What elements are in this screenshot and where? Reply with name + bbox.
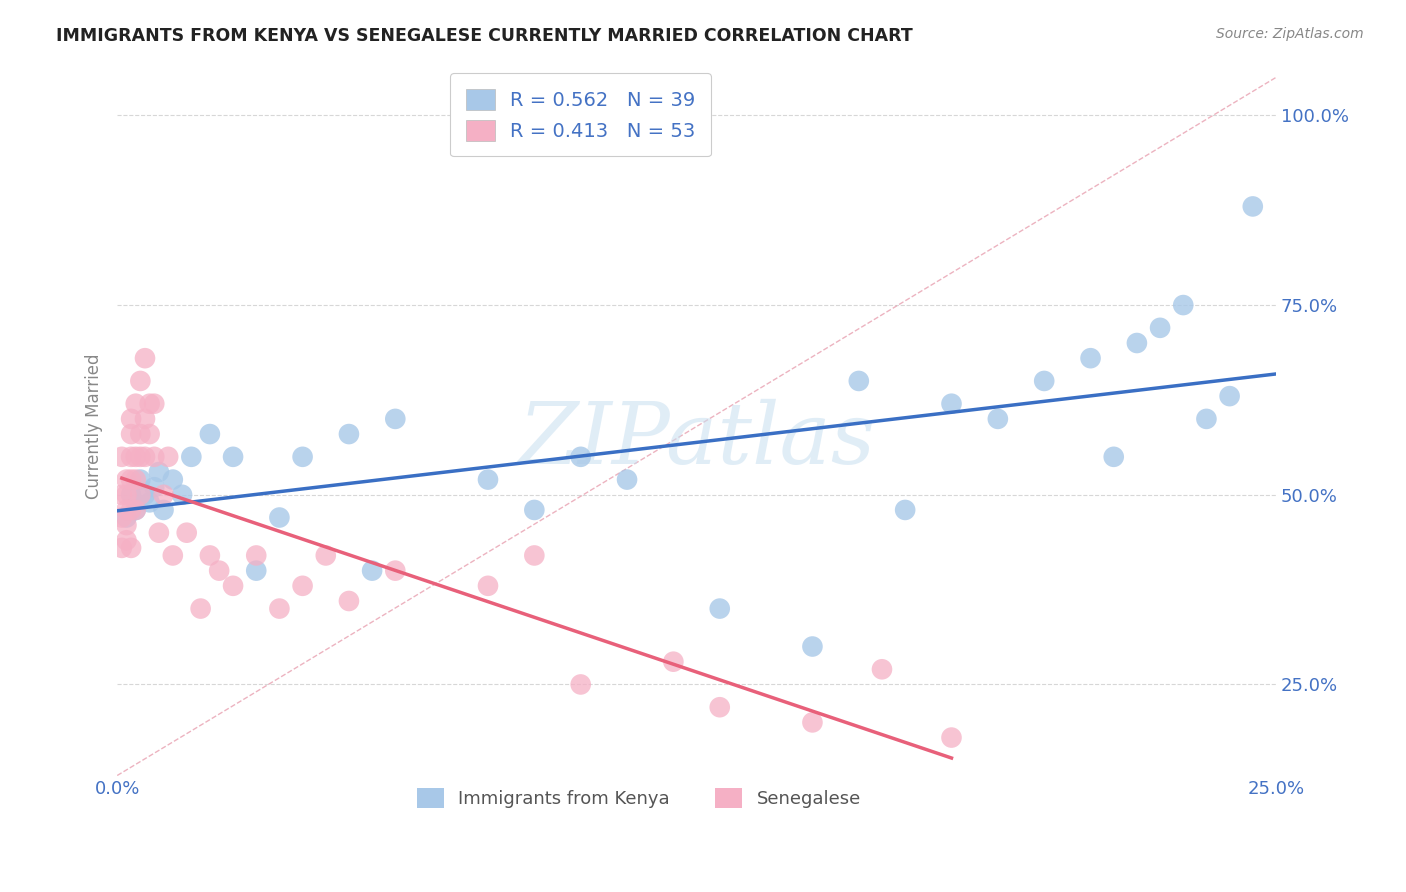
Point (1149, 321, 1171, 335)
Text: ZIPatlas: ZIPatlas (517, 399, 875, 482)
Point (152, 503, 174, 517)
Point (111, 450, 134, 464)
Point (870, 662, 893, 676)
Point (180, 450, 202, 464)
Point (709, 700, 731, 714)
Point (120, 450, 142, 464)
Point (115, 510, 138, 524)
Point (129, 374, 152, 388)
Point (134, 412, 156, 426)
Point (115, 503, 138, 517)
Point (111, 510, 134, 524)
Point (1241, 199, 1264, 213)
Point (291, 579, 314, 593)
Point (111, 541, 134, 555)
Text: Source: ZipAtlas.com: Source: ZipAtlas.com (1216, 27, 1364, 41)
Point (148, 525, 170, 540)
Point (245, 564, 267, 578)
Point (138, 495, 160, 509)
Point (143, 450, 166, 464)
Point (616, 473, 638, 487)
Point (337, 594, 360, 608)
Point (569, 450, 592, 464)
Point (1173, 298, 1195, 312)
Point (801, 640, 824, 654)
Legend: Immigrants from Kenya, Senegalese: Immigrants from Kenya, Senegalese (409, 781, 868, 815)
Point (941, 731, 963, 745)
Point (384, 564, 406, 578)
Point (120, 473, 142, 487)
Point (709, 601, 731, 615)
Point (143, 397, 166, 411)
Point (1102, 450, 1125, 464)
Point (662, 655, 685, 669)
Point (172, 488, 194, 502)
Point (162, 473, 184, 487)
Point (120, 503, 142, 517)
Point (1033, 374, 1056, 388)
Point (115, 473, 138, 487)
Point (190, 601, 212, 615)
Point (222, 450, 245, 464)
Point (129, 450, 152, 464)
Point (134, 450, 156, 464)
Point (198, 549, 221, 563)
Point (125, 473, 148, 487)
Point (315, 549, 337, 563)
Point (269, 510, 291, 524)
Point (134, 351, 156, 366)
Point (477, 579, 499, 593)
Point (148, 465, 170, 479)
Point (162, 549, 184, 563)
Point (848, 374, 870, 388)
Point (152, 488, 174, 502)
Point (138, 397, 160, 411)
Point (523, 549, 546, 563)
Point (115, 518, 138, 533)
Point (269, 601, 291, 615)
Point (198, 427, 221, 442)
Point (120, 412, 142, 426)
Point (941, 397, 963, 411)
Point (125, 397, 148, 411)
Point (115, 488, 138, 502)
Point (222, 579, 245, 593)
Point (208, 564, 231, 578)
Point (111, 488, 134, 502)
Point (138, 427, 160, 442)
Point (115, 533, 138, 548)
Point (120, 427, 142, 442)
Point (1080, 351, 1102, 366)
Point (176, 525, 198, 540)
Point (245, 549, 267, 563)
Point (569, 677, 592, 691)
Point (157, 450, 180, 464)
Point (1195, 412, 1218, 426)
Point (120, 488, 142, 502)
Point (477, 473, 499, 487)
Text: IMMIGRANTS FROM KENYA VS SENEGALESE CURRENTLY MARRIED CORRELATION CHART: IMMIGRANTS FROM KENYA VS SENEGALESE CURR… (56, 27, 912, 45)
Point (1219, 389, 1241, 403)
Point (125, 450, 148, 464)
Point (134, 488, 156, 502)
Point (384, 412, 406, 426)
Point (1126, 336, 1149, 351)
Point (129, 488, 152, 502)
Point (143, 480, 166, 494)
Point (801, 715, 824, 730)
Point (894, 503, 917, 517)
Point (337, 427, 360, 442)
Point (523, 503, 546, 517)
Point (291, 450, 314, 464)
Point (125, 503, 148, 517)
Point (129, 473, 152, 487)
Point (361, 564, 384, 578)
Point (125, 503, 148, 517)
Point (120, 541, 142, 555)
Point (129, 427, 152, 442)
Point (987, 412, 1010, 426)
Y-axis label: Currently Married: Currently Married (86, 354, 103, 500)
